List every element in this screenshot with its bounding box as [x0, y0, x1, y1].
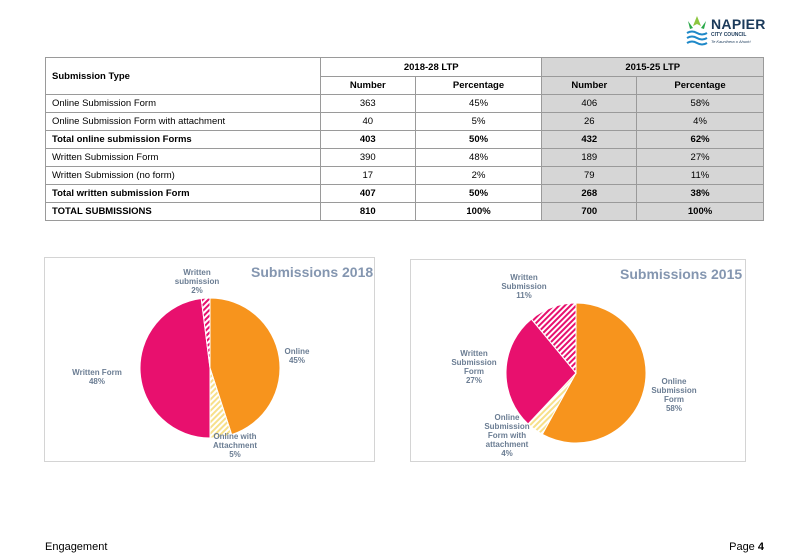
table-row: TOTAL SUBMISSIONS 810 100% 700 100% — [45, 202, 764, 221]
number-header-2015: Number — [541, 76, 638, 95]
row-label: Total online submission Forms — [45, 130, 321, 149]
row-label: Total written submission Form — [45, 184, 321, 203]
row-value: 50% — [414, 130, 543, 149]
percentage-header-2015: Percentage — [636, 76, 764, 95]
row-value: 58% — [636, 94, 764, 113]
row-value: 189 — [541, 148, 638, 167]
period-header-2018: 2018-28 LTP — [319, 57, 543, 77]
submission-type-header: Submission Type — [45, 57, 321, 95]
row-value: 810 — [320, 202, 416, 221]
row-label: Online Submission Form — [45, 94, 321, 113]
footer-page-label: Page — [729, 541, 755, 553]
table-row: Written Submission Form 390 48% 189 27% — [45, 148, 764, 167]
footer-page-number: 4 — [757, 541, 764, 553]
chart-submissions-2015: Submissions 2015 Online Submission Form 58% O… — [410, 259, 746, 462]
row-label: Written Submission (no form) — [45, 166, 321, 185]
slice-label: Written Submission Form 27% — [451, 349, 496, 385]
row-value: 407 — [320, 184, 416, 203]
row-value: 26 — [541, 112, 638, 131]
row-value: 11% — [636, 166, 764, 185]
row-value: 432 — [541, 130, 638, 149]
row-value: 79 — [541, 166, 638, 185]
row-value: 403 — [320, 130, 416, 149]
footer-page: Page 4 — [729, 541, 764, 553]
submissions-table: Submission Type 2018-28 LTP 2015-25 LTP … — [45, 57, 764, 221]
table-row: Online Submission Form 363 45% 406 58% — [45, 94, 764, 113]
table-row: Total online submission Forms 403 50% 432 62… — [45, 130, 764, 149]
row-label: Online Submission Form with attachment — [45, 112, 321, 131]
row-value: 5% — [414, 112, 543, 131]
chart-title: Submissions 2015 — [620, 266, 742, 282]
row-value: 62% — [636, 130, 764, 149]
row-value: 27% — [636, 148, 764, 167]
pie-slice — [505, 318, 577, 425]
slice-label: Written Submission 11% — [501, 273, 546, 300]
slice-label: Online with Attachment 5% — [213, 432, 257, 459]
table-row: Online Submission Form with attachment 40… — [45, 112, 764, 131]
row-value: 45% — [414, 94, 543, 113]
slice-label: Online 45% — [285, 347, 310, 365]
row-value: 48% — [414, 148, 543, 167]
pie-chart-2018: Submissions 2018 Online 45% Online with Atta… — [72, 264, 373, 459]
row-value: 363 — [320, 94, 416, 113]
logo-name: NAPIER — [711, 16, 766, 32]
slice-label: Written Form 48% — [72, 368, 122, 386]
row-value: 100% — [636, 202, 764, 221]
row-value: 50% — [414, 184, 543, 203]
slice-label: Online Submission Form with attachment 4% — [484, 413, 529, 458]
pie-slice — [541, 302, 647, 444]
pie-slice — [139, 297, 211, 439]
row-value: 268 — [541, 184, 638, 203]
row-value: 390 — [320, 148, 416, 167]
row-value: 2% — [414, 166, 543, 185]
row-value: 406 — [541, 94, 638, 113]
row-value: 17 — [320, 166, 416, 185]
pie-chart-2015: Submissions 2015 Online Submission Form 58% O… — [451, 266, 742, 458]
footer-section-name: Engagement — [45, 541, 108, 553]
row-value: 38% — [636, 184, 764, 203]
row-value: 40 — [320, 112, 416, 131]
number-header-2018: Number — [320, 76, 416, 95]
napier-logo: NAPIER CITY COUNCIL Te Kaunihera o Ahuri… — [684, 14, 784, 48]
row-value: 700 — [541, 202, 638, 221]
logo-subtitle: CITY COUNCIL — [711, 32, 747, 38]
row-label: Written Submission Form — [45, 148, 321, 167]
period-header-2015: 2015-25 LTP — [541, 57, 764, 77]
table-row: Written Submission (no form) 17 2% 79 11% — [45, 166, 764, 185]
slice-label: Written submission 2% — [175, 268, 220, 295]
pie-slice — [209, 297, 281, 436]
pie-slice — [200, 297, 211, 369]
logo-tagline: Te Kaunihera o Ahuriri — [711, 39, 751, 44]
logo-emblem-icon — [686, 16, 708, 46]
percentage-header-2018: Percentage — [414, 76, 543, 95]
row-value: 4% — [636, 112, 764, 131]
table-body: Online Submission Form 363 45% 406 58% Online… — [45, 94, 764, 221]
pie-slice — [530, 302, 577, 375]
chart-submissions-2018: Submissions 2018 Online 45% Online with Atta… — [44, 257, 375, 462]
row-value: 100% — [414, 202, 543, 221]
table-row: Total written submission Form 407 50% 268 38… — [45, 184, 764, 203]
row-label: TOTAL SUBMISSIONS — [45, 202, 321, 221]
slice-label: Online Submission Form 58% — [651, 377, 696, 413]
chart-title: Submissions 2018 — [251, 264, 373, 280]
